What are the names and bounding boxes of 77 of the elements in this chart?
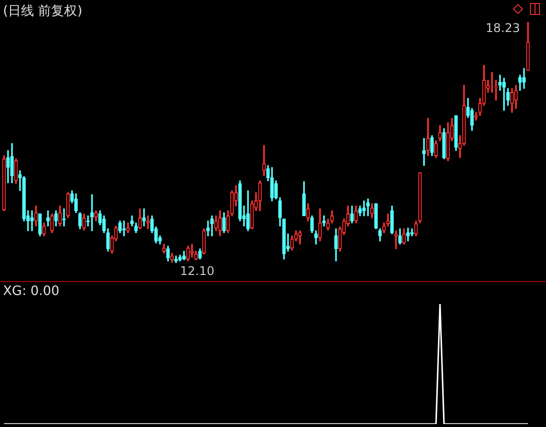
candlestick bbox=[362, 200, 366, 216]
candlestick bbox=[90, 194, 94, 232]
candlestick bbox=[214, 215, 218, 232]
candlestick bbox=[146, 215, 150, 230]
candlestick bbox=[138, 208, 142, 230]
candlestick bbox=[74, 193, 78, 214]
candlestick bbox=[122, 220, 126, 236]
candlestick bbox=[166, 246, 170, 262]
candlestick bbox=[78, 212, 82, 230]
candlestick bbox=[198, 248, 202, 260]
candlestick bbox=[394, 230, 398, 250]
candlestick bbox=[54, 210, 58, 226]
candlestick bbox=[514, 84, 518, 109]
candlestick bbox=[170, 252, 174, 263]
candlestick bbox=[34, 206, 38, 226]
text: 12.10 bbox=[180, 264, 214, 278]
chart-title: XG: 0.00 bbox=[3, 284, 60, 299]
candlestick bbox=[526, 22, 530, 71]
candlestick bbox=[58, 206, 62, 226]
candlestick bbox=[502, 78, 506, 111]
candlestick bbox=[66, 192, 70, 218]
candlestick bbox=[82, 214, 86, 230]
candlestick bbox=[370, 203, 374, 218]
candlestick bbox=[406, 228, 410, 242]
chart-title: (日线 前复权) bbox=[3, 3, 82, 20]
candlestick bbox=[118, 220, 122, 234]
candlestick bbox=[318, 208, 322, 242]
candlestick bbox=[30, 210, 34, 232]
candlestick bbox=[326, 218, 330, 230]
candlestick bbox=[434, 140, 438, 158]
candlestick bbox=[218, 210, 222, 236]
annotation: 18.23 bbox=[486, 21, 520, 36]
candlestick bbox=[42, 222, 46, 236]
candlestick bbox=[454, 115, 458, 151]
candlestick bbox=[354, 206, 358, 224]
candlestick bbox=[190, 244, 194, 258]
candlestick bbox=[374, 203, 378, 230]
candlestick bbox=[202, 228, 206, 254]
candlestick bbox=[402, 228, 406, 244]
candlestick bbox=[94, 210, 98, 222]
candlestick bbox=[390, 206, 394, 234]
candlestick bbox=[426, 118, 430, 156]
candlestick bbox=[126, 222, 130, 234]
candlestick bbox=[270, 167, 274, 202]
candlestick bbox=[322, 215, 326, 226]
candlestick bbox=[38, 214, 42, 236]
candlestick bbox=[410, 228, 414, 236]
candlestick bbox=[6, 150, 10, 184]
candlestick bbox=[62, 208, 66, 226]
candlestick bbox=[210, 215, 214, 236]
candlestick bbox=[186, 246, 190, 262]
candlestick bbox=[422, 138, 426, 166]
candlestick bbox=[430, 135, 434, 156]
candlestick bbox=[182, 250, 186, 260]
candlestick bbox=[142, 208, 146, 226]
candlestick bbox=[378, 228, 382, 242]
candlestick bbox=[442, 128, 446, 160]
candlestick bbox=[162, 244, 166, 254]
candlestick bbox=[498, 74, 502, 91]
candlestick bbox=[306, 203, 310, 222]
candlestick bbox=[46, 210, 50, 226]
candlestick bbox=[258, 180, 262, 212]
candlestick bbox=[174, 256, 178, 263]
candlestick bbox=[50, 214, 54, 234]
candlestick bbox=[366, 198, 370, 216]
candlestick bbox=[438, 125, 442, 142]
candlestick bbox=[522, 68, 526, 89]
candlestick bbox=[510, 88, 514, 113]
candlestick bbox=[222, 212, 226, 234]
candlestick bbox=[518, 74, 522, 91]
candlestick bbox=[398, 228, 402, 244]
candlestick bbox=[14, 158, 18, 184]
candlestick bbox=[10, 143, 14, 184]
candlestick bbox=[302, 181, 306, 216]
candlestick bbox=[298, 230, 302, 244]
candlestick bbox=[446, 122, 450, 162]
candlestick bbox=[262, 145, 266, 176]
